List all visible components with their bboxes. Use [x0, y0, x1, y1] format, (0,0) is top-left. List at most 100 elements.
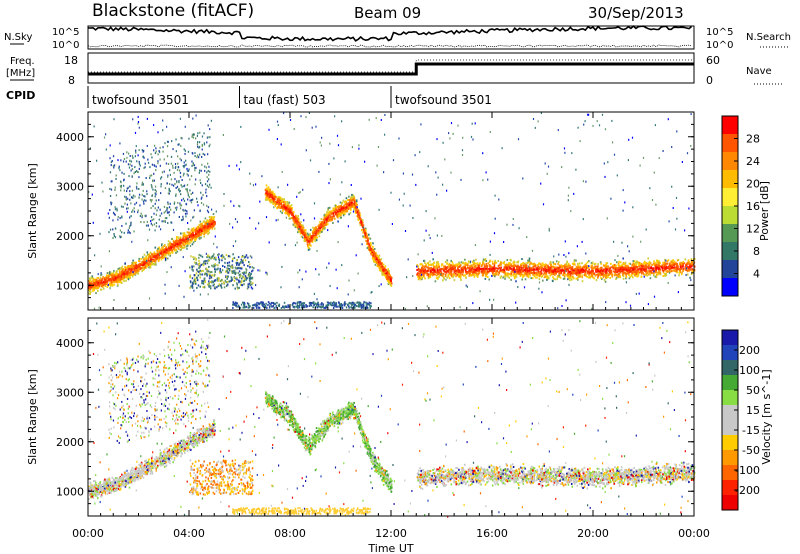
echo-cell: [113, 283, 116, 286]
echo-cell: [366, 247, 369, 249]
echo-cell: [629, 267, 632, 270]
echo-cell: [432, 258, 434, 261]
echo-cell: [476, 272, 479, 275]
echo-cell: [454, 272, 457, 275]
echo-cell: [210, 119, 212, 122]
echo-cell: [627, 272, 629, 275]
echo-cell: [147, 259, 150, 262]
echo-cell: [320, 223, 322, 226]
echo-cell: [269, 190, 272, 193]
echo-cell: [454, 268, 456, 271]
echo-cell: [549, 264, 552, 266]
echo-cell: [546, 278, 548, 281]
echo-cell: [314, 237, 316, 240]
echo-cell: [209, 227, 211, 230]
echo-cell: [492, 262, 494, 265]
echo-cell: [368, 248, 370, 251]
echo-cell: [163, 254, 166, 257]
echo-cell: [453, 279, 456, 282]
echo-cell: [177, 236, 179, 239]
echo-cell: [208, 225, 211, 228]
echo-cell: [478, 271, 480, 274]
echo-cell: [173, 248, 176, 251]
echo-cell: [357, 219, 360, 221]
echo-cell: [550, 270, 553, 273]
echo-cell: [97, 281, 99, 284]
echo-cell: [673, 267, 676, 270]
echo-cell: [183, 233, 186, 236]
echo-cell: [171, 243, 173, 246]
echo-cell: [89, 287, 91, 290]
echo-cell: [354, 211, 357, 214]
echo-cell: [192, 241, 195, 244]
echo-cell: [578, 269, 581, 272]
echo-cell: [515, 267, 518, 270]
echo-cell: [621, 266, 623, 269]
echo-cell: [185, 236, 187, 239]
echo-cell: [364, 233, 367, 236]
echo-cell: [521, 258, 523, 260]
echo-cell: [299, 269, 301, 272]
echo-cell: [201, 232, 203, 235]
echo-cell: [314, 239, 316, 242]
echo-cell: [436, 269, 439, 272]
echo-cell: [631, 136, 634, 139]
echo-cell: [153, 253, 155, 256]
echo-cell: [266, 190, 268, 193]
echo-cell: [378, 264, 381, 266]
echo-cell: [151, 253, 153, 256]
echo-cell: [127, 267, 129, 270]
echo-cell: [101, 278, 103, 280]
echo-cell: [448, 265, 451, 268]
echo-cell: [112, 279, 115, 282]
echo-cell: [154, 263, 156, 266]
echo-cell: [339, 216, 342, 219]
echo-cell: [685, 274, 687, 276]
echo-cell: [197, 231, 199, 234]
echo-cell: [603, 264, 605, 267]
echo-cell: [283, 201, 285, 204]
echo-cell: [194, 229, 197, 231]
echo-cell: [353, 199, 356, 202]
echo-cell: [432, 268, 435, 271]
echo-cell: [196, 233, 199, 236]
echo-cell: [337, 241, 339, 244]
echo-cell: [370, 253, 373, 256]
echo-cell: [372, 252, 375, 255]
echo-cell: [621, 273, 624, 276]
echo-cell: [554, 273, 556, 276]
echo-cell: [378, 269, 381, 272]
echo-cell: [655, 271, 658, 274]
echo-cell: [457, 124, 459, 127]
echo-cell: [212, 223, 214, 226]
echo-cell: [348, 279, 350, 282]
echo-cell: [603, 274, 606, 277]
echo-cell: [634, 271, 636, 274]
echo-cell: [541, 262, 544, 265]
echo-cell: [129, 277, 131, 279]
echo-cell: [196, 234, 199, 237]
echo-cell: [266, 192, 269, 195]
echo-cell: [389, 274, 392, 277]
cpid-segment-label: twofsound 3501: [395, 93, 492, 107]
echo-cell: [178, 241, 180, 244]
echo-cell: [135, 271, 138, 274]
echo-cell: [119, 272, 122, 275]
echo-cell: [356, 215, 359, 218]
echo-cell: [125, 276, 128, 279]
echo-cell: [117, 279, 119, 282]
echo-cell: [363, 232, 366, 235]
echo-cell: [605, 272, 607, 274]
echo-cell: [124, 272, 127, 275]
echo-cell: [493, 267, 495, 270]
echo-cell: [350, 199, 353, 202]
echo-cell: [211, 221, 214, 224]
echo-cell: [434, 265, 437, 268]
echo-cell: [307, 235, 310, 238]
nave-label: Nave: [746, 66, 772, 77]
echo-cell: [506, 274, 509, 277]
echo-cell: [347, 198, 349, 201]
echo-cell: [686, 262, 689, 265]
echo-cell: [98, 284, 100, 287]
